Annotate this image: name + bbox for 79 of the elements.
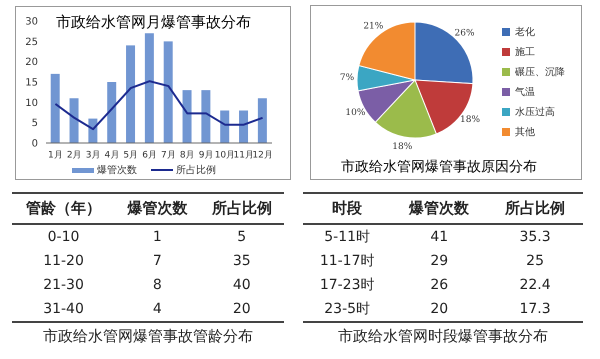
text: 市政给水管网爆管事故管龄分布 <box>42 327 254 346</box>
chart-title: 市政给水管网月爆管事故分布 <box>56 13 251 32</box>
bar <box>258 98 267 143</box>
data-label: 18% <box>460 114 480 125</box>
legend-label: 其他 <box>514 126 536 138</box>
text: 市政给水管网爆管事故原因分布 <box>341 158 537 176</box>
y-tick-label: 5 <box>32 118 38 130</box>
y-tick-label: 0 <box>32 138 38 150</box>
category-label: 11-17时 <box>318 252 376 271</box>
y-tick-label: 30 <box>25 16 38 28</box>
data-label: 35 <box>232 252 252 271</box>
legend-label: 气温 <box>514 86 536 98</box>
bar <box>182 90 192 143</box>
y-tick-label: 15 <box>25 78 38 89</box>
text: 所占比例 <box>210 198 273 219</box>
data-label: 7 <box>152 252 163 271</box>
category-label: 17-23时 <box>318 276 376 295</box>
bar <box>239 110 248 143</box>
legend-label: 水压过高 <box>514 106 556 118</box>
data-label: 22.4 <box>518 276 552 295</box>
x-tick-label: 4月 <box>104 150 120 160</box>
data-label: 35.3 <box>518 228 552 247</box>
y-tick-label: 25 <box>25 36 38 48</box>
bar <box>107 82 116 143</box>
y-tick-label: 10 <box>25 98 38 109</box>
data-label: 8 <box>152 276 163 295</box>
text: 市政给水管网时段爆管事故分布 <box>337 327 549 346</box>
legend-label: 老化 <box>514 26 536 38</box>
bar <box>220 110 230 143</box>
x-tick-label: 3月 <box>86 150 100 160</box>
x-tick-label: 11月 <box>234 150 254 160</box>
data-label: 29 <box>429 252 450 271</box>
x-tick-label: 5月 <box>123 150 138 160</box>
legend-label: 碾压、沉降 <box>514 66 565 78</box>
line-series <box>54 80 264 130</box>
data-label: 25 <box>525 252 545 271</box>
x-tick-label: 12月 <box>252 150 273 160</box>
legend-label: 所占比例 <box>175 164 216 177</box>
bar <box>164 41 173 143</box>
data-label: 7% <box>340 72 355 83</box>
x-tick-label: 2月 <box>66 150 82 160</box>
category-label: 23-5时 <box>323 300 372 319</box>
data-label: 5 <box>236 228 248 247</box>
text: 爆管次数 <box>126 198 188 219</box>
bar <box>50 74 60 143</box>
text: 所占比例 <box>504 198 566 219</box>
data-label: 18% <box>392 142 413 152</box>
legend-label: 爆管次数 <box>96 164 137 177</box>
category-label: 21-30 <box>42 276 85 295</box>
data-label: 21% <box>363 21 384 32</box>
category-label: 5-11时 <box>323 228 372 247</box>
data-label: 26 <box>429 276 450 295</box>
data-label: 10% <box>345 108 366 118</box>
data-label: 4 <box>152 300 163 319</box>
data-label: 41 <box>429 228 450 247</box>
data-label: 40 <box>232 276 252 295</box>
x-tick-label: 9月 <box>198 150 214 160</box>
data-label: 20 <box>429 300 450 319</box>
bar <box>144 33 154 143</box>
text: 时段 <box>331 198 364 219</box>
x-tick-label: 1月 <box>48 150 63 160</box>
x-tick-label: 8月 <box>180 150 195 160</box>
data-label: 20 <box>232 300 252 319</box>
category-label: 31-40 <box>42 300 85 319</box>
category-label: 11-20 <box>42 252 85 271</box>
bar <box>70 98 79 143</box>
x-tick-label: 7月 <box>161 150 176 160</box>
category-label: 0-10 <box>46 228 80 247</box>
text: 爆管次数 <box>408 198 470 219</box>
x-tick-label: 6月 <box>142 150 157 160</box>
data-label: 26% <box>454 28 476 38</box>
bar <box>201 90 210 143</box>
y-tick-label: 20 <box>25 57 38 68</box>
legend-label: 施工 <box>514 46 536 58</box>
text: 管龄（年） <box>25 198 102 219</box>
data-label: 17.3 <box>518 300 552 319</box>
data-label: 1 <box>152 228 163 247</box>
bar <box>126 45 136 143</box>
x-tick-label: 10月 <box>214 150 236 160</box>
